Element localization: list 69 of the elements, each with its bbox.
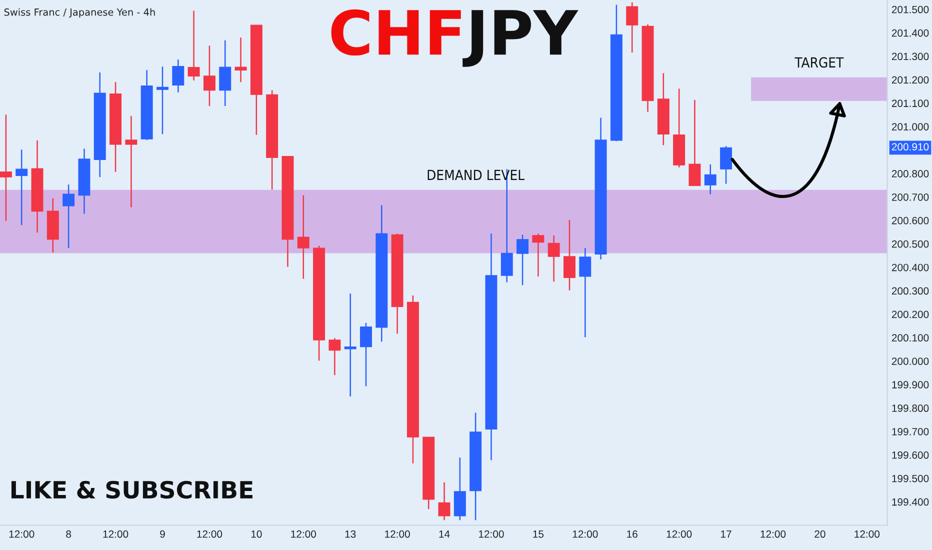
chart-title: CHFJPY <box>331 9 578 67</box>
x-tick-label: 12:00 <box>666 530 692 538</box>
y-tick-label: 199.500 <box>892 474 929 482</box>
y-tick-label: 200.500 <box>892 240 929 248</box>
candlestick <box>720 145 732 184</box>
y-tick-label: 199.900 <box>892 381 929 388</box>
x-tick-label: 12:00 <box>478 530 504 538</box>
candlestick <box>328 338 341 376</box>
candlestick <box>360 322 372 387</box>
y-tick-label: 199.600 <box>892 451 929 459</box>
y-tick-label: 200.300 <box>892 287 929 295</box>
y-tick-label: 201.100 <box>892 100 929 108</box>
candlestick <box>344 292 356 398</box>
x-tick-label: 16 <box>627 530 638 538</box>
candlestick <box>688 99 701 186</box>
candlestick <box>172 58 184 94</box>
x-tick-label: 17 <box>721 530 732 538</box>
candlestick <box>532 232 544 278</box>
y-tick-label: 200.400 <box>892 264 929 272</box>
y-tick-label: 200.600 <box>892 216 929 224</box>
candlestick <box>297 194 310 280</box>
x-tick-label: 10 <box>251 530 262 538</box>
y-tick-label: 201.300 <box>892 52 929 60</box>
x-tick-label: 12:00 <box>854 530 880 538</box>
x-tick-label: 12:00 <box>760 530 786 538</box>
y-tick-label: 201.400 <box>892 29 929 37</box>
candlestick <box>516 234 529 286</box>
candlestick <box>125 115 138 208</box>
candlestick <box>579 247 592 338</box>
x-tick-label: 12:00 <box>385 530 410 538</box>
candlestick <box>234 36 247 83</box>
x-tick-label: 12:00 <box>197 530 222 538</box>
candlestick <box>62 184 75 249</box>
candlestick <box>203 45 216 107</box>
candlestick <box>626 2 638 54</box>
y-tick-label: 199.400 <box>892 498 929 506</box>
candlestick <box>16 148 28 226</box>
candlestick <box>548 234 560 282</box>
x-tick-label: 9 <box>160 530 165 538</box>
x-tick-label: 12:00 <box>103 530 128 538</box>
x-tick-label: 12:00 <box>291 530 316 538</box>
y-tick-label: 199.800 <box>892 404 929 412</box>
y-tick-label: 200.200 <box>892 310 929 318</box>
x-tick-label: 20 <box>814 530 826 538</box>
candlestick <box>188 10 200 82</box>
y-tick-label: 200.100 <box>892 334 929 342</box>
annotation: 200.910 <box>892 143 929 151</box>
candlestick <box>564 219 576 291</box>
candlestick <box>156 66 168 135</box>
x-tick-label: 12:00 <box>9 530 34 538</box>
x-tick-label: 15 <box>533 530 544 538</box>
band-label: TARGET <box>794 57 844 68</box>
x-tick-label: 12:00 <box>572 530 598 538</box>
y-tick-label: 201.000 <box>892 123 929 130</box>
candlestick <box>438 482 450 521</box>
x-tick-label: 14 <box>439 530 450 538</box>
candlestick <box>0 114 12 222</box>
annotation: LIKE & SUBSCRIBE <box>11 480 252 499</box>
y-tick-label: 200.000 <box>892 358 929 365</box>
x-tick-label: 8 <box>66 530 72 538</box>
x-tick-label: 13 <box>345 530 356 538</box>
text: Swiss Franc / Japanese Yen - 4h <box>4 8 155 18</box>
candlestick <box>219 40 232 107</box>
y-tick-label: 200.800 <box>892 170 929 178</box>
y-tick-label: 201.200 <box>892 76 929 84</box>
candlestick <box>704 164 716 195</box>
y-tick-label: 199.700 <box>892 428 929 436</box>
y-tick-label: 201.500 <box>892 6 929 14</box>
y-tick-label: 200.700 <box>892 193 929 201</box>
